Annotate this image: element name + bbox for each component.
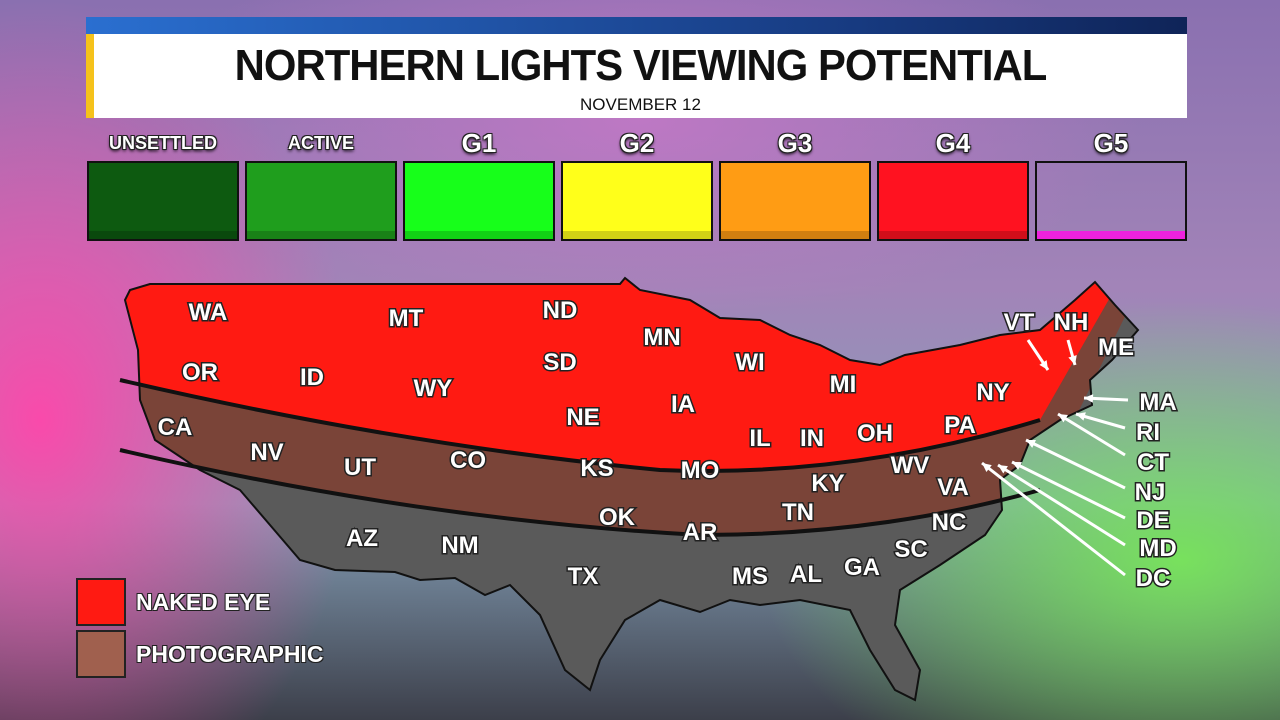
state-label-wa: WA [189, 299, 228, 326]
scale-level-swatch [245, 161, 397, 241]
state-label-ga: GA [844, 554, 880, 581]
state-label-id: ID [300, 364, 324, 391]
arrowhead-icon [1026, 440, 1036, 448]
arrowhead-icon [1068, 355, 1077, 365]
photographic-boundary-line [119, 448, 1041, 538]
state-label-co: CO [450, 447, 486, 474]
state-label-nm: NM [441, 532, 478, 559]
state-label-wi: WI [735, 349, 764, 376]
arrowhead-icon [1039, 360, 1048, 370]
scale-level-label: UNSETTLED [109, 132, 217, 153]
state-label-ne: NE [566, 404, 599, 431]
state-label-oh: OH [857, 420, 893, 447]
geomagnetic-scale: UNSETTLED ACTIVE G1 G2 G3 G4 G5 [87, 125, 1187, 245]
arrowhead-icon [1084, 394, 1094, 403]
state-label-ia: IA [671, 391, 695, 418]
state-label-il: IL [749, 425, 770, 452]
state-label-sc: SC [894, 536, 927, 563]
state-label-pa: PA [944, 412, 976, 439]
state-label-or: OR [182, 359, 218, 386]
arrowhead-icon [1058, 414, 1068, 423]
state-label-mo: MO [681, 457, 720, 484]
arrowhead-icon [982, 463, 992, 472]
state-label-vt: VT [1004, 309, 1035, 336]
state-label-ma: MA [1139, 389, 1176, 416]
scale-level-label: G3 [777, 127, 813, 158]
scale-level-active: ACTIVE [245, 125, 397, 245]
naked-eye-boundary-line [119, 378, 1041, 473]
header: NORTHERN LIGHTS VIEWING POTENTIAL NOVEMB… [86, 34, 1187, 118]
legend-label: NAKED EYE [136, 588, 271, 615]
scale-level-g3: G3 [719, 125, 871, 245]
legend-swatch-naked-eye [76, 578, 126, 626]
scale-level-label: G4 [935, 127, 971, 158]
scale-level-label: ACTIVE [287, 132, 354, 153]
state-label-ca: CA [158, 414, 193, 441]
state-label-mt: MT [389, 305, 424, 332]
map-legend: NAKED EYE PHOTOGRAPHIC [76, 576, 323, 680]
legend-naked-eye: NAKED EYE [76, 576, 323, 628]
arrowhead-icon [998, 465, 1008, 474]
legend-label: PHOTOGRAPHIC [136, 640, 324, 667]
scale-level-g1: G1 [403, 125, 555, 245]
scale-level-swatch [719, 161, 871, 241]
header-accent-bar [86, 17, 1187, 34]
naked-eye-region [125, 278, 1138, 471]
state-label-nh: NH [1054, 309, 1089, 336]
scale-level-swatch [561, 161, 713, 241]
state-label-mi: MI [830, 371, 857, 398]
scale-level-g5: G5 [1035, 125, 1187, 245]
arrowhead-icon [1076, 412, 1086, 421]
scale-level-label: G2 [619, 127, 655, 158]
scale-level-label: G1 [461, 127, 497, 158]
state-label-wy: WY [414, 375, 453, 402]
arrow-md [997, 463, 1126, 547]
state-label-ok: OK [599, 504, 636, 531]
state-label-mn: MN [643, 324, 680, 351]
page-subtitle: NOVEMBER 12 [580, 95, 701, 114]
scale-level-swatch [1035, 161, 1187, 241]
state-label-ny: NY [976, 379, 1009, 406]
arrow-nj [1025, 438, 1126, 490]
scale-level-g2: G2 [561, 125, 713, 245]
state-label-nj: NJ [1135, 479, 1166, 506]
state-label-sd: SD [543, 349, 576, 376]
legend-photographic: PHOTOGRAPHIC [76, 628, 323, 680]
state-label-in: IN [800, 425, 824, 452]
legend-swatch-photographic [76, 630, 126, 678]
scale-level-swatch [403, 161, 555, 241]
state-label-al: AL [790, 561, 822, 588]
state-label-ks: KS [580, 455, 613, 482]
scale-level-swatch [87, 161, 239, 241]
scale-level-g4: G4 [877, 125, 1029, 245]
state-label-nc: NC [932, 509, 967, 536]
state-label-tx: TX [568, 563, 599, 590]
state-label-va: VA [937, 474, 969, 501]
state-label-ct: CT [1137, 449, 1169, 476]
arrow-de [1011, 460, 1126, 520]
state-label-tn: TN [782, 499, 814, 526]
arrow-dc [981, 461, 1126, 577]
scale-level-swatch [877, 161, 1029, 241]
state-label-nd: ND [543, 297, 578, 324]
scale-level-unsettled: UNSETTLED [87, 125, 239, 245]
state-label-dc: DC [1136, 565, 1171, 592]
arrowhead-icon [1012, 462, 1022, 470]
scale-level-label: G5 [1093, 127, 1129, 158]
state-label-nv: NV [250, 439, 283, 466]
state-label-md: MD [1139, 535, 1176, 562]
state-label-ri: RI [1136, 419, 1160, 446]
page-title: NORTHERN LIGHTS VIEWING POTENTIAL [234, 41, 1048, 90]
state-label-ar: AR [683, 519, 718, 546]
state-label-wv: WV [891, 452, 930, 479]
state-label-ms: MS [732, 563, 768, 590]
state-label-az: AZ [346, 525, 378, 552]
state-label-ut: UT [344, 454, 376, 481]
state-label-ky: KY [811, 470, 844, 497]
state-label-me: ME [1098, 334, 1134, 361]
arrow-ct [1057, 412, 1126, 457]
state-label-de: DE [1136, 507, 1169, 534]
